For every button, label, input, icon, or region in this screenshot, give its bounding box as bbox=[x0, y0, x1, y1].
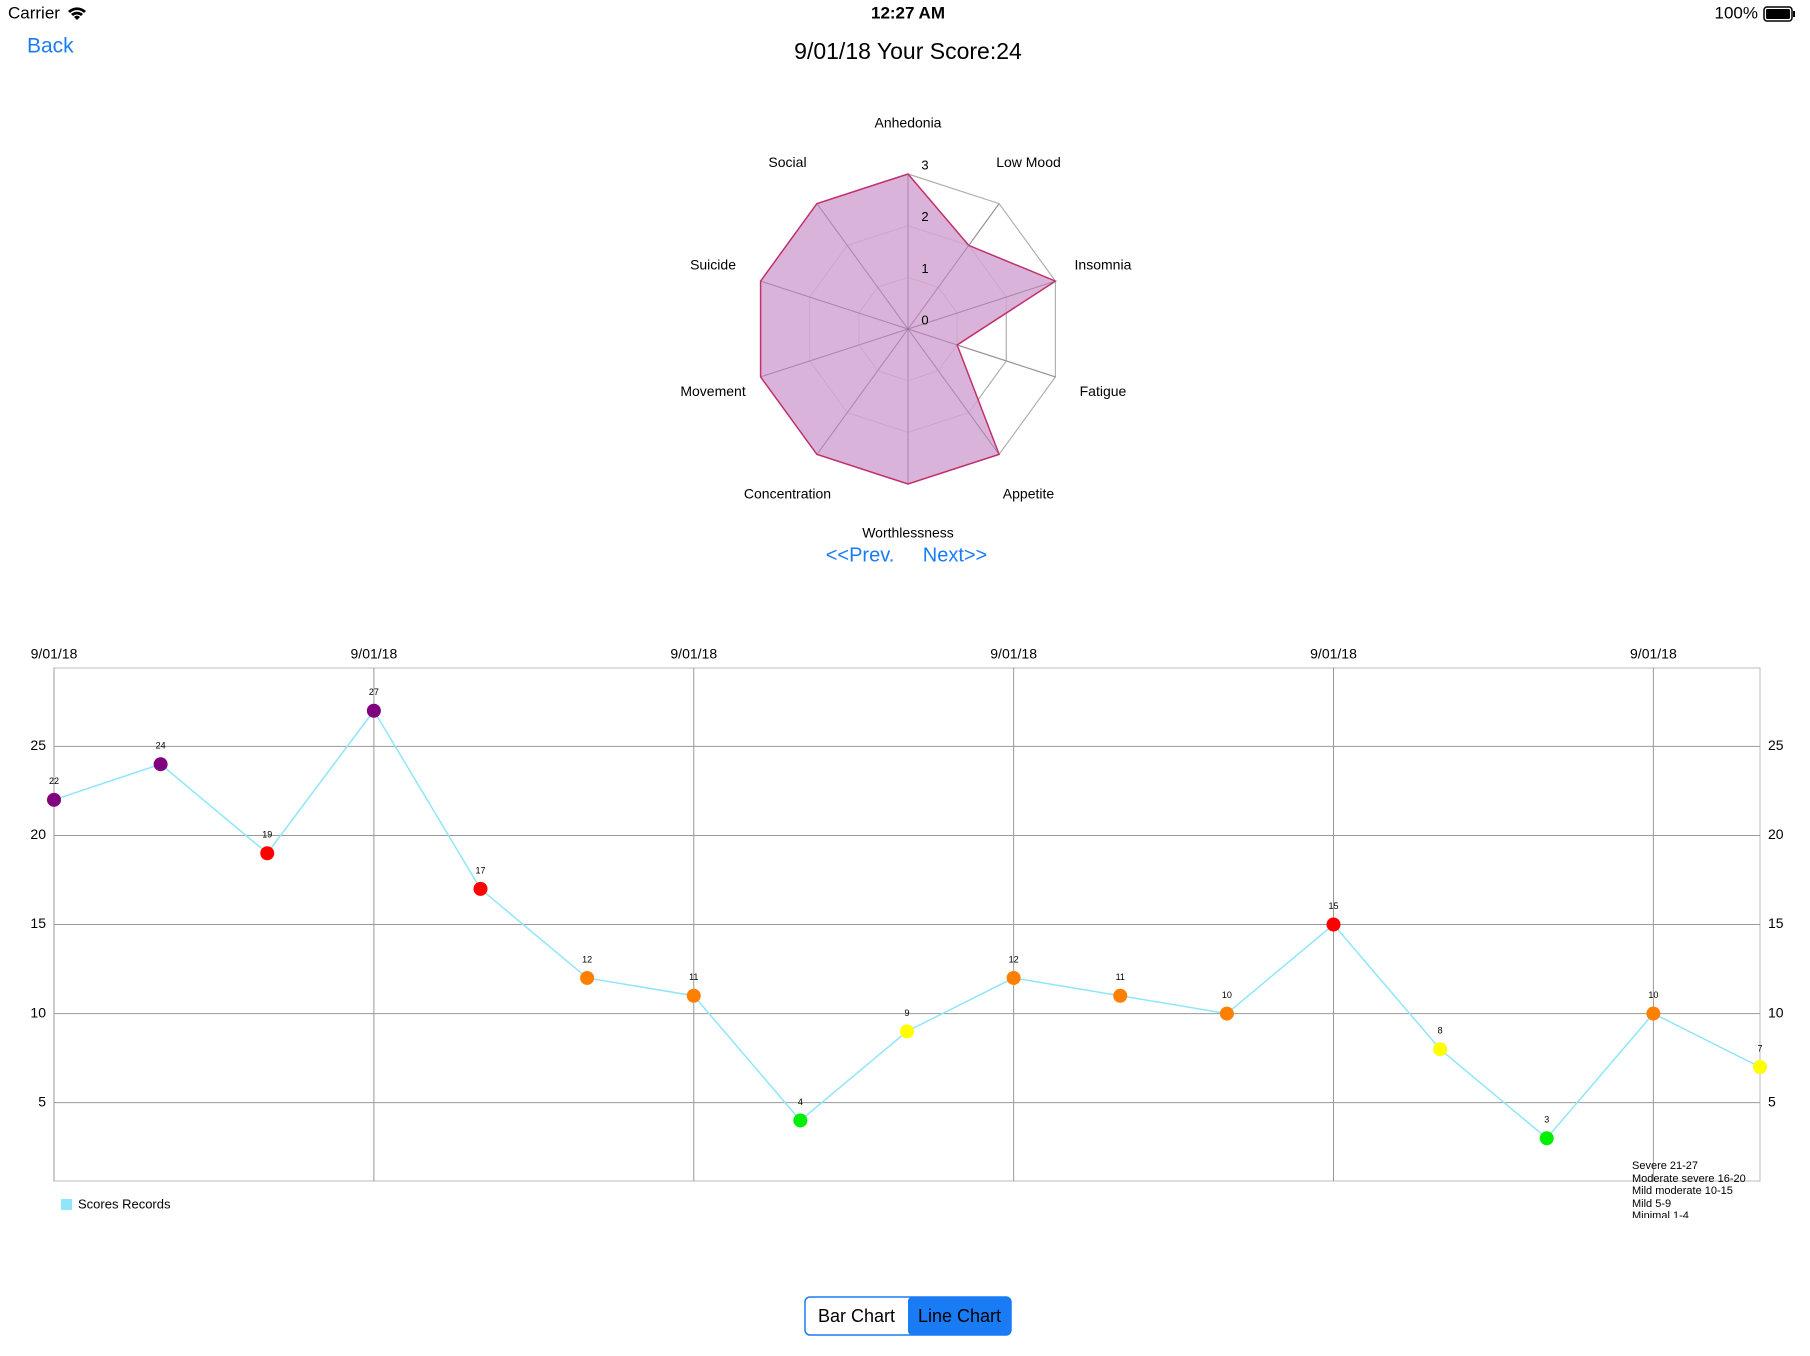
next-button[interactable]: Next>> bbox=[923, 544, 987, 566]
carrier: Carrier bbox=[8, 3, 60, 22]
radar-spoke-overlay bbox=[907, 328, 1056, 378]
x-tick-label: 9/01/18 bbox=[1630, 646, 1677, 662]
data-label: 12 bbox=[582, 954, 592, 964]
data-label: 19 bbox=[262, 830, 272, 840]
radar-tick-label: 2 bbox=[921, 209, 928, 224]
y2-tick-label: 5 bbox=[1768, 1093, 1776, 1109]
data-point bbox=[473, 881, 488, 896]
data-point bbox=[1433, 1042, 1448, 1057]
data-point bbox=[580, 970, 595, 985]
data-point bbox=[1326, 917, 1341, 932]
data-point bbox=[793, 1113, 808, 1128]
data-point bbox=[900, 1024, 914, 1039]
data-label: 22 bbox=[49, 776, 59, 786]
radar-tick-label: 0 bbox=[921, 312, 928, 327]
radar-axis-label: Fatigue bbox=[1080, 383, 1127, 399]
radar-tick-label: 1 bbox=[921, 261, 928, 276]
segment-option[interactable]: Line Chart bbox=[918, 1306, 1001, 1326]
back-button[interactable]: Back bbox=[27, 35, 74, 58]
severity-note: Minimal 1-4 bbox=[1632, 1210, 1689, 1218]
radar-spoke-overlay bbox=[760, 280, 909, 330]
page-title: 9/01/18 Your Score:24 bbox=[794, 38, 1022, 64]
wifi-icon bbox=[68, 7, 86, 20]
data-label: 3 bbox=[1544, 1115, 1549, 1125]
data-point bbox=[260, 846, 275, 861]
y2-tick-label: 15 bbox=[1768, 915, 1784, 931]
y-tick-label: 20 bbox=[30, 826, 46, 842]
battery-icon bbox=[1763, 6, 1795, 22]
severity-note: Severe 21-27 bbox=[1632, 1160, 1699, 1172]
radar-tick-label: 3 bbox=[921, 157, 928, 172]
data-label: 8 bbox=[1438, 1026, 1443, 1036]
data-label: 15 bbox=[1328, 901, 1338, 911]
data-label: 27 bbox=[369, 687, 379, 697]
data-point bbox=[686, 988, 701, 1003]
data-point bbox=[1539, 1131, 1554, 1146]
y-tick-label: 15 bbox=[30, 915, 46, 931]
data-label: 9 bbox=[904, 1008, 909, 1018]
data-point bbox=[1006, 970, 1021, 985]
radar-axis-label: Anhedonia bbox=[875, 115, 942, 131]
legend-swatch bbox=[61, 1199, 72, 1210]
data-point bbox=[1113, 988, 1128, 1003]
data-point bbox=[366, 703, 381, 718]
x-tick-label: 9/01/18 bbox=[31, 646, 78, 662]
x-tick-label: 9/01/18 bbox=[1310, 646, 1357, 662]
x-tick-label: 9/01/18 bbox=[990, 646, 1037, 662]
radar-spoke-overlay bbox=[816, 328, 909, 455]
radar-axis-label: Appetite bbox=[1003, 486, 1055, 502]
data-label: 7 bbox=[1757, 1043, 1762, 1053]
radar-spoke-overlay bbox=[816, 203, 909, 330]
radar-spoke-overlay bbox=[907, 328, 1000, 455]
data-label: 11 bbox=[689, 972, 698, 982]
radar-axis-label: Movement bbox=[680, 383, 745, 399]
x-tick-label: 9/01/18 bbox=[351, 646, 398, 662]
radar-axis-label: Low Mood bbox=[996, 154, 1061, 170]
data-label: 12 bbox=[1009, 954, 1019, 964]
x-tick-label: 9/01/18 bbox=[670, 646, 717, 662]
prev-button[interactable]: <<Prev. bbox=[826, 544, 895, 566]
radar-axis-label: Insomnia bbox=[1075, 256, 1132, 272]
radar-spoke-overlay bbox=[907, 280, 1056, 330]
segment-selected bbox=[908, 1297, 1011, 1335]
y-tick-label: 10 bbox=[30, 1004, 46, 1020]
data-point bbox=[153, 757, 168, 772]
battery-text: 100% bbox=[1715, 3, 1758, 22]
data-label: 4 bbox=[798, 1097, 803, 1107]
y2-tick-label: 25 bbox=[1768, 737, 1784, 753]
data-label: 10 bbox=[1648, 990, 1658, 1000]
data-point bbox=[1219, 1006, 1234, 1021]
legend-label: Scores Records bbox=[78, 1196, 171, 1211]
severity-note: Mild moderate 10-15 bbox=[1632, 1185, 1733, 1198]
data-point bbox=[1646, 1006, 1661, 1021]
radar-axis-label: Social bbox=[768, 154, 806, 170]
data-point bbox=[47, 792, 61, 807]
radar-axis-label: Concentration bbox=[744, 486, 831, 502]
severity-notes: Severe 21-27 Moderate severe 16-20 Mild mo… bbox=[1632, 1160, 1746, 1218]
data-label: 11 bbox=[1116, 972, 1125, 982]
clock: 12:27 AM bbox=[871, 3, 945, 22]
y2-tick-label: 20 bbox=[1768, 826, 1784, 842]
severity-note: Moderate severe 16-20 bbox=[1632, 1172, 1746, 1185]
y-tick-label: 5 bbox=[38, 1093, 46, 1109]
data-label: 17 bbox=[475, 865, 485, 875]
radar-axis-label: Worthlessness bbox=[862, 525, 954, 541]
y-tick-label: 25 bbox=[30, 737, 46, 753]
data-point bbox=[1753, 1060, 1767, 1074]
radar-spoke-overlay bbox=[907, 203, 1000, 330]
severity-note: Mild 5-9 bbox=[1632, 1197, 1672, 1210]
y2-tick-label: 10 bbox=[1768, 1004, 1784, 1020]
segment-option[interactable]: Bar Chart bbox=[818, 1306, 895, 1326]
data-label: 10 bbox=[1222, 990, 1232, 1000]
data-label: 24 bbox=[156, 741, 166, 751]
radar-axis-label: Suicide bbox=[690, 256, 736, 272]
radar-spoke-overlay bbox=[760, 328, 909, 378]
